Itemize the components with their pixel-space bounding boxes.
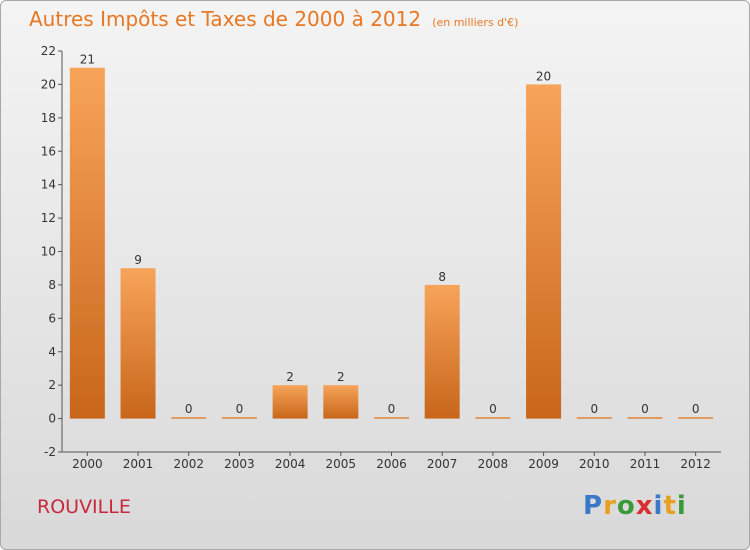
x-tick-label: 2011	[630, 457, 661, 471]
bar-value-label: 0	[489, 402, 497, 416]
y-tick-label: 22	[41, 44, 56, 58]
bar-value-label: 9	[134, 253, 142, 267]
logo-letter: t	[663, 491, 677, 521]
x-tick-label: 2006	[376, 457, 407, 471]
bar	[424, 284, 460, 419]
bar-value-label: 0	[641, 402, 649, 416]
y-tick-label: 0	[48, 412, 56, 426]
bar	[171, 417, 207, 419]
bar-value-label: 21	[80, 53, 95, 67]
bar	[323, 385, 359, 419]
chart-subtitle: (en milliers d'€)	[432, 16, 519, 29]
bar	[475, 417, 511, 419]
bar-value-label: 0	[388, 402, 396, 416]
x-tick-label: 2004	[275, 457, 306, 471]
logo-letter: i	[676, 491, 687, 521]
y-tick-label: 16	[41, 144, 56, 158]
bar	[272, 385, 308, 419]
logo-letter: P	[583, 491, 604, 521]
bar-value-label: 20	[536, 69, 551, 83]
logo-letter: x	[635, 491, 654, 521]
bar	[627, 417, 663, 419]
logo-letter: i	[653, 491, 664, 521]
bar	[374, 417, 409, 419]
bar-value-label: 2	[337, 370, 345, 384]
bar	[221, 417, 257, 419]
commune-name: ROUVILLE	[37, 496, 131, 518]
bar-value-label: 2	[286, 370, 294, 384]
logo-letter: r	[603, 491, 617, 521]
bar-value-label: 0	[692, 402, 700, 416]
bar-value-label: 0	[236, 402, 244, 416]
y-tick-label: 18	[41, 111, 56, 125]
y-tick-label: 6	[48, 311, 56, 325]
x-tick-label: 2000	[72, 457, 103, 471]
y-tick-label: 2	[48, 378, 56, 392]
proxiti-logo: Proxiti	[583, 491, 687, 521]
bar-value-label: 8	[438, 270, 446, 284]
x-tick-label: 2005	[326, 457, 357, 471]
x-tick-label: 2012	[680, 457, 711, 471]
y-tick-label: 12	[41, 211, 56, 225]
y-tick-label: 4	[48, 345, 56, 359]
bar	[576, 417, 612, 419]
x-tick-label: 2009	[528, 457, 559, 471]
x-tick-label: 2003	[224, 457, 255, 471]
y-tick-label: -2	[44, 445, 56, 459]
bar	[69, 67, 105, 419]
bar	[526, 84, 562, 419]
logo-letter: o	[616, 491, 636, 521]
bar	[120, 268, 156, 419]
y-tick-label: 14	[41, 178, 56, 192]
bar-value-label: 0	[590, 402, 598, 416]
y-tick-label: 10	[41, 245, 56, 259]
chart-title: Autres Impôts et Taxes de 2000 à 2012	[29, 7, 422, 31]
chart-title-block: Autres Impôts et Taxes de 2000 à 2012 (e…	[29, 7, 518, 31]
y-tick-label: 8	[48, 278, 56, 292]
bar	[678, 417, 714, 419]
bar-value-label: 0	[185, 402, 193, 416]
x-tick-label: 2010	[579, 457, 610, 471]
x-tick-label: 2008	[478, 457, 509, 471]
x-tick-label: 2001	[123, 457, 154, 471]
y-tick-label: 20	[41, 77, 56, 91]
x-tick-label: 2007	[427, 457, 458, 471]
x-tick-label: 2002	[173, 457, 204, 471]
